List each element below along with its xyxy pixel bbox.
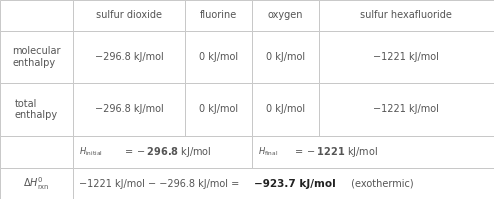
Bar [319, 83, 494, 136]
Bar [73, 168, 494, 199]
Text: 0 kJ/mol: 0 kJ/mol [266, 52, 305, 62]
Text: $H_{\mathregular{initial}}$: $H_{\mathregular{initial}}$ [79, 146, 103, 158]
Bar [319, 31, 494, 83]
Text: $\Delta H^0_{\mathregular{rxn}}$: $\Delta H^0_{\mathregular{rxn}}$ [23, 175, 50, 192]
Text: oxygen: oxygen [268, 10, 303, 20]
Bar [185, 83, 252, 136]
Text: molecular
enthalpy: molecular enthalpy [12, 46, 61, 68]
Text: $= -\mathbf{1221}$ kJ/mol: $= -\mathbf{1221}$ kJ/mol [293, 145, 379, 159]
Bar [252, 83, 319, 136]
Bar [185, 0, 252, 31]
Text: $H_{\mathregular{final}}$: $H_{\mathregular{final}}$ [258, 146, 278, 158]
Bar [252, 31, 319, 83]
Bar [319, 0, 494, 31]
Text: sulfur hexafluoride: sulfur hexafluoride [361, 10, 452, 20]
Text: −296.8 kJ/mol: −296.8 kJ/mol [95, 104, 164, 114]
Text: (exothermic): (exothermic) [348, 179, 414, 189]
Bar [73, 136, 252, 168]
Bar [73, 83, 185, 136]
Bar [0, 136, 73, 168]
Bar [0, 168, 73, 199]
Text: −1221 kJ/mol: −1221 kJ/mol [373, 104, 439, 114]
Text: 0 kJ/mol: 0 kJ/mol [199, 52, 238, 62]
Bar [0, 83, 73, 136]
Bar [252, 0, 319, 31]
Bar [73, 31, 185, 83]
Text: −1221 kJ/mol − −296.8 kJ/mol =: −1221 kJ/mol − −296.8 kJ/mol = [79, 179, 243, 189]
Bar [0, 0, 73, 31]
Text: $= -\mathbf{296.8}$ kJ/mol: $= -\mathbf{296.8}$ kJ/mol [123, 145, 211, 159]
Bar [185, 31, 252, 83]
Bar [0, 31, 73, 83]
Text: −1221 kJ/mol: −1221 kJ/mol [373, 52, 439, 62]
Bar [252, 136, 494, 168]
Text: sulfur dioxide: sulfur dioxide [96, 10, 162, 20]
Text: total
enthalpy: total enthalpy [15, 99, 58, 120]
Text: fluorine: fluorine [200, 10, 237, 20]
Text: −296.8 kJ/mol: −296.8 kJ/mol [95, 52, 164, 62]
Text: 0 kJ/mol: 0 kJ/mol [199, 104, 238, 114]
Text: −923.7 kJ/mol: −923.7 kJ/mol [254, 179, 336, 189]
Bar [73, 0, 185, 31]
Text: 0 kJ/mol: 0 kJ/mol [266, 104, 305, 114]
